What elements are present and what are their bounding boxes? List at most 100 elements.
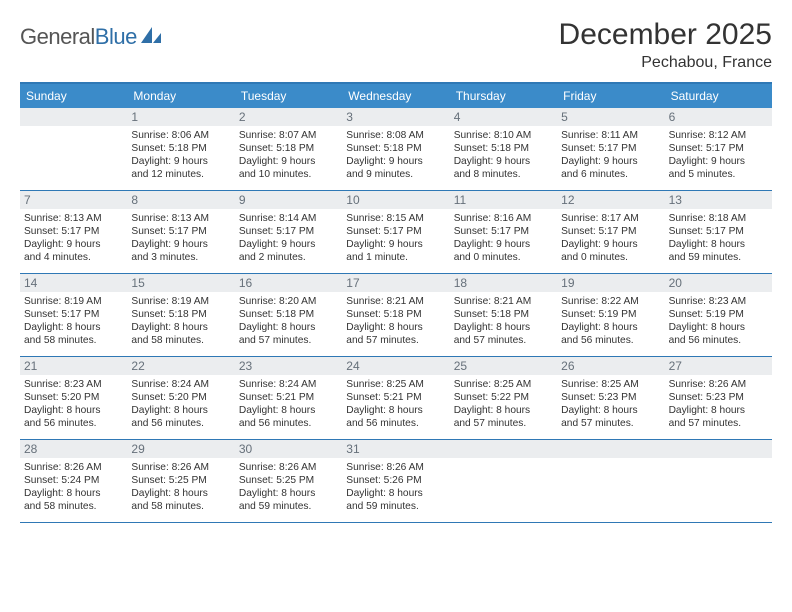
- sunrise-text: Sunrise: 8:11 AM: [561, 129, 660, 142]
- day-number: 26: [557, 357, 664, 375]
- calendar-day: 25Sunrise: 8:25 AMSunset: 5:22 PMDayligh…: [450, 357, 557, 439]
- calendar-day: 8Sunrise: 8:13 AMSunset: 5:17 PMDaylight…: [127, 191, 234, 273]
- day-number: 17: [342, 274, 449, 292]
- day2-text: and 59 minutes.: [346, 500, 445, 513]
- day-number: 27: [665, 357, 772, 375]
- day-number: 8: [127, 191, 234, 209]
- calendar-week: 7Sunrise: 8:13 AMSunset: 5:17 PMDaylight…: [20, 191, 772, 274]
- day-number: 20: [665, 274, 772, 292]
- sunset-text: Sunset: 5:19 PM: [669, 308, 768, 321]
- day2-text: and 57 minutes.: [561, 417, 660, 430]
- day-number: 23: [235, 357, 342, 375]
- day2-text: and 56 minutes.: [561, 334, 660, 347]
- day1-text: Daylight: 8 hours: [24, 487, 123, 500]
- sunrise-text: Sunrise: 8:21 AM: [346, 295, 445, 308]
- day-number: 24: [342, 357, 449, 375]
- calendar-day: 13Sunrise: 8:18 AMSunset: 5:17 PMDayligh…: [665, 191, 772, 273]
- day1-text: Daylight: 8 hours: [561, 321, 660, 334]
- sunset-text: Sunset: 5:17 PM: [24, 225, 123, 238]
- sunrise-text: Sunrise: 8:13 AM: [24, 212, 123, 225]
- calendar-body: 1Sunrise: 8:06 AMSunset: 5:18 PMDaylight…: [20, 108, 772, 523]
- sunset-text: Sunset: 5:17 PM: [454, 225, 553, 238]
- day1-text: Daylight: 8 hours: [561, 404, 660, 417]
- sunset-text: Sunset: 5:21 PM: [239, 391, 338, 404]
- sunrise-text: Sunrise: 8:19 AM: [24, 295, 123, 308]
- weekday-header: Wednesday: [342, 84, 449, 108]
- sunset-text: Sunset: 5:18 PM: [131, 308, 230, 321]
- sunrise-text: Sunrise: 8:13 AM: [131, 212, 230, 225]
- calendar-day: 19Sunrise: 8:22 AMSunset: 5:19 PMDayligh…: [557, 274, 664, 356]
- day-number: 4: [450, 108, 557, 126]
- sunrise-text: Sunrise: 8:14 AM: [239, 212, 338, 225]
- calendar-day-empty: [665, 440, 772, 522]
- calendar-day: 5Sunrise: 8:11 AMSunset: 5:17 PMDaylight…: [557, 108, 664, 190]
- calendar-day-empty: [20, 108, 127, 190]
- sunrise-text: Sunrise: 8:20 AM: [239, 295, 338, 308]
- day1-text: Daylight: 9 hours: [239, 238, 338, 251]
- calendar-week: 14Sunrise: 8:19 AMSunset: 5:17 PMDayligh…: [20, 274, 772, 357]
- sunset-text: Sunset: 5:17 PM: [669, 142, 768, 155]
- day-number: [20, 108, 127, 126]
- day1-text: Daylight: 9 hours: [669, 155, 768, 168]
- day-number: 14: [20, 274, 127, 292]
- sunset-text: Sunset: 5:18 PM: [239, 308, 338, 321]
- sunrise-text: Sunrise: 8:25 AM: [346, 378, 445, 391]
- day1-text: Daylight: 9 hours: [346, 155, 445, 168]
- calendar-day: 23Sunrise: 8:24 AMSunset: 5:21 PMDayligh…: [235, 357, 342, 439]
- day1-text: Daylight: 8 hours: [131, 404, 230, 417]
- title-block: December 2025 Pechabou, France: [559, 18, 772, 72]
- calendar-day: 21Sunrise: 8:23 AMSunset: 5:20 PMDayligh…: [20, 357, 127, 439]
- sunrise-text: Sunrise: 8:18 AM: [669, 212, 768, 225]
- sunset-text: Sunset: 5:17 PM: [346, 225, 445, 238]
- day2-text: and 56 minutes.: [131, 417, 230, 430]
- sunrise-text: Sunrise: 8:23 AM: [24, 378, 123, 391]
- weekday-header-row: SundayMondayTuesdayWednesdayThursdayFrid…: [20, 84, 772, 108]
- calendar-week: 21Sunrise: 8:23 AMSunset: 5:20 PMDayligh…: [20, 357, 772, 440]
- sunrise-text: Sunrise: 8:17 AM: [561, 212, 660, 225]
- day-number: 19: [557, 274, 664, 292]
- day-number: 31: [342, 440, 449, 458]
- day2-text: and 56 minutes.: [239, 417, 338, 430]
- day2-text: and 57 minutes.: [669, 417, 768, 430]
- day2-text: and 0 minutes.: [561, 251, 660, 264]
- day-number: 16: [235, 274, 342, 292]
- calendar-day: 4Sunrise: 8:10 AMSunset: 5:18 PMDaylight…: [450, 108, 557, 190]
- calendar-day: 29Sunrise: 8:26 AMSunset: 5:25 PMDayligh…: [127, 440, 234, 522]
- sunset-text: Sunset: 5:20 PM: [24, 391, 123, 404]
- calendar-day: 31Sunrise: 8:26 AMSunset: 5:26 PMDayligh…: [342, 440, 449, 522]
- day-number: 6: [665, 108, 772, 126]
- sunset-text: Sunset: 5:17 PM: [669, 225, 768, 238]
- day-number: 5: [557, 108, 664, 126]
- day1-text: Daylight: 9 hours: [24, 238, 123, 251]
- day2-text: and 6 minutes.: [561, 168, 660, 181]
- sunrise-text: Sunrise: 8:07 AM: [239, 129, 338, 142]
- day2-text: and 59 minutes.: [239, 500, 338, 513]
- calendar-day: 18Sunrise: 8:21 AMSunset: 5:18 PMDayligh…: [450, 274, 557, 356]
- logo-word1: General: [20, 24, 95, 49]
- sunrise-text: Sunrise: 8:26 AM: [24, 461, 123, 474]
- calendar-day: 10Sunrise: 8:15 AMSunset: 5:17 PMDayligh…: [342, 191, 449, 273]
- sunrise-text: Sunrise: 8:10 AM: [454, 129, 553, 142]
- day2-text: and 9 minutes.: [346, 168, 445, 181]
- day1-text: Daylight: 9 hours: [131, 155, 230, 168]
- day-number: 3: [342, 108, 449, 126]
- day-number: 1: [127, 108, 234, 126]
- day2-text: and 2 minutes.: [239, 251, 338, 264]
- sunrise-text: Sunrise: 8:25 AM: [454, 378, 553, 391]
- day1-text: Daylight: 9 hours: [239, 155, 338, 168]
- calendar-day: 9Sunrise: 8:14 AMSunset: 5:17 PMDaylight…: [235, 191, 342, 273]
- day2-text: and 10 minutes.: [239, 168, 338, 181]
- day-number: 12: [557, 191, 664, 209]
- sunset-text: Sunset: 5:23 PM: [669, 391, 768, 404]
- sunset-text: Sunset: 5:17 PM: [561, 225, 660, 238]
- day2-text: and 57 minutes.: [239, 334, 338, 347]
- sunset-text: Sunset: 5:20 PM: [131, 391, 230, 404]
- day1-text: Daylight: 9 hours: [561, 238, 660, 251]
- sunset-text: Sunset: 5:26 PM: [346, 474, 445, 487]
- sunrise-text: Sunrise: 8:19 AM: [131, 295, 230, 308]
- day2-text: and 0 minutes.: [454, 251, 553, 264]
- weekday-header: Monday: [127, 84, 234, 108]
- calendar-day: 6Sunrise: 8:12 AMSunset: 5:17 PMDaylight…: [665, 108, 772, 190]
- sunrise-text: Sunrise: 8:21 AM: [454, 295, 553, 308]
- day1-text: Daylight: 8 hours: [346, 404, 445, 417]
